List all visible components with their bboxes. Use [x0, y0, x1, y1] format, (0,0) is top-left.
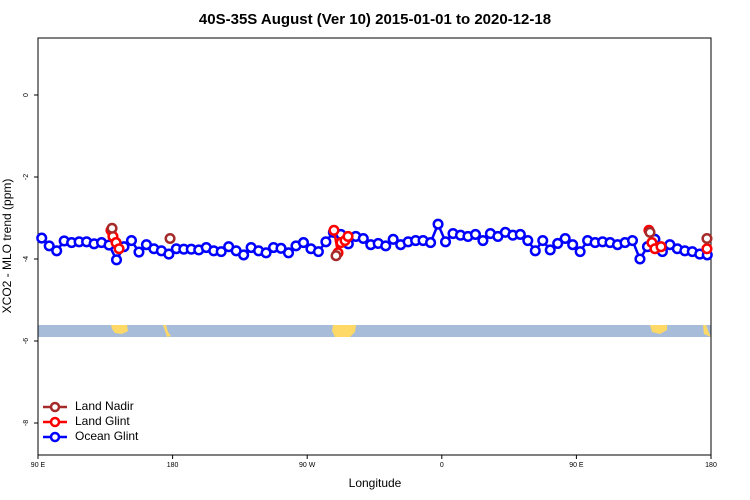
land	[111, 325, 128, 334]
data-point	[477, 235, 489, 247]
legend-label: Ocean Glint	[75, 429, 139, 443]
data-point	[514, 228, 526, 240]
data-point	[552, 237, 564, 249]
x-tick-label: 180	[705, 462, 717, 469]
land	[332, 325, 356, 337]
chart-title: 40S-35S August (Ver 10) 2015-01-01 to 20…	[199, 11, 551, 28]
data-point	[567, 239, 579, 251]
data-point	[380, 240, 392, 252]
data-point	[36, 232, 48, 244]
data-point	[110, 254, 123, 266]
land	[650, 325, 667, 334]
data-point	[559, 232, 571, 245]
data-point	[330, 250, 342, 262]
data-point	[626, 235, 639, 247]
data-point	[125, 235, 138, 247]
series-layer	[36, 218, 713, 266]
data-point	[469, 228, 482, 240]
data-point	[432, 218, 444, 230]
data-point	[297, 237, 310, 249]
data-point	[439, 236, 452, 248]
land	[163, 325, 171, 337]
x-tick-label: 90 W	[299, 462, 316, 469]
y-tick-label: 0	[23, 93, 30, 97]
legend-marker	[49, 416, 61, 428]
x-tick-label: 90 E	[31, 462, 46, 469]
data-point	[342, 230, 354, 243]
data-point	[282, 247, 295, 259]
data-point	[425, 237, 437, 249]
ocean-band	[38, 325, 711, 337]
x-tick-label: 90 E	[569, 462, 584, 469]
y-axis-label: XCO2 - MLO trend (ppm)	[0, 179, 14, 314]
legend-marker	[49, 431, 61, 443]
ticks: 90 E 180 90 W 0 90 E 180 0 -2 -4 -6 -8	[23, 93, 717, 469]
y-tick-label: -8	[23, 420, 30, 426]
data-point	[655, 241, 667, 253]
data-point	[215, 246, 227, 258]
legend-marker	[49, 401, 61, 413]
data-point	[328, 224, 340, 236]
data-point	[357, 232, 369, 245]
data-point	[51, 245, 63, 257]
data-point	[106, 222, 118, 234]
data-point	[644, 226, 656, 238]
data-point	[133, 246, 145, 258]
data-point	[634, 253, 646, 265]
data-point	[701, 243, 713, 255]
data-point	[312, 246, 324, 258]
land	[703, 325, 711, 337]
data-point	[43, 240, 55, 252]
y-tick-label: -4	[23, 256, 30, 262]
x-tick-label: 0	[440, 462, 444, 469]
data-point	[387, 233, 399, 245]
data-point	[164, 232, 176, 245]
data-point	[574, 246, 586, 258]
data-point	[320, 236, 332, 248]
x-tick-label: 180	[167, 462, 179, 469]
legend-label: Land Glint	[75, 414, 130, 428]
data-point	[238, 249, 250, 261]
legend-label: Land Nadir	[75, 399, 134, 413]
data-point	[537, 235, 549, 247]
data-point	[544, 244, 556, 256]
y-tick-label: -6	[23, 338, 30, 344]
data-point	[522, 235, 534, 247]
y-tick-label: -2	[23, 174, 30, 180]
data-point	[163, 248, 175, 260]
data-point	[701, 232, 713, 245]
data-point	[260, 247, 272, 259]
data-point	[529, 245, 541, 257]
data-point	[113, 243, 125, 255]
map-strip	[38, 325, 711, 337]
x-axis-label: Longitude	[349, 476, 402, 490]
